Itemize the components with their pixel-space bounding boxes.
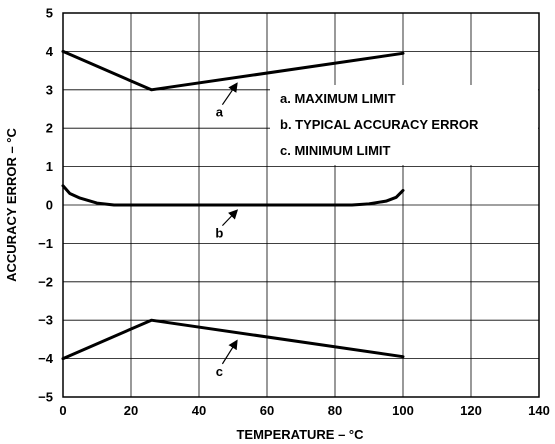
y-tick-label: 3 (46, 82, 53, 97)
x-axis-title: TEMPERATURE – °C (236, 427, 364, 442)
annotation-a-arrow (221, 82, 238, 106)
y-tick-label: 2 (46, 121, 53, 136)
y-tick-label: −5 (38, 390, 53, 405)
y-tick-labels: 5 4 3 2 1 0 −1 −2 −3 −4 −5 (38, 6, 54, 405)
series-a-line (61, 49, 405, 92)
legend-item-b: b. TYPICAL ACCURACY ERROR (280, 117, 479, 132)
y-tick-label: −4 (38, 351, 54, 366)
x-tick-labels: 0 20 40 60 80 100 120 140 (59, 403, 549, 418)
annotation-b-label: b (215, 226, 223, 241)
y-tick-label: 5 (46, 6, 53, 21)
y-tick-label: 0 (46, 198, 53, 213)
series-b-line (61, 184, 405, 207)
annotation-c-label: c (216, 364, 223, 379)
y-tick-label: −1 (38, 236, 53, 251)
legend-item-a: a. MAXIMUM LIMIT (280, 91, 396, 106)
series-c-line (61, 318, 405, 361)
x-tick-label: 140 (528, 403, 550, 418)
y-axis-title: ACCURACY ERROR – °C (4, 128, 19, 282)
y-tick-label: 4 (46, 44, 54, 59)
y-tick-label: −2 (38, 274, 53, 289)
legend-item-c: c. MINIMUM LIMIT (280, 143, 391, 158)
x-tick-label: 100 (392, 403, 414, 418)
y-tick-label: 1 (46, 159, 53, 174)
x-tick-label: 80 (328, 403, 342, 418)
x-tick-label: 120 (460, 403, 482, 418)
x-tick-label: 0 (59, 403, 66, 418)
series-annotations: a b c (215, 82, 239, 379)
annotation-a-label: a (216, 105, 224, 120)
legend-background (270, 85, 538, 165)
annotation-b-arrow (221, 209, 239, 227)
x-tick-label: 20 (124, 403, 138, 418)
x-tick-label: 40 (192, 403, 206, 418)
y-tick-label: −3 (38, 313, 53, 328)
annotation-c-arrow (221, 339, 238, 365)
plot-frame (62, 12, 540, 398)
data-series (61, 49, 405, 361)
x-tick-label: 60 (260, 403, 274, 418)
